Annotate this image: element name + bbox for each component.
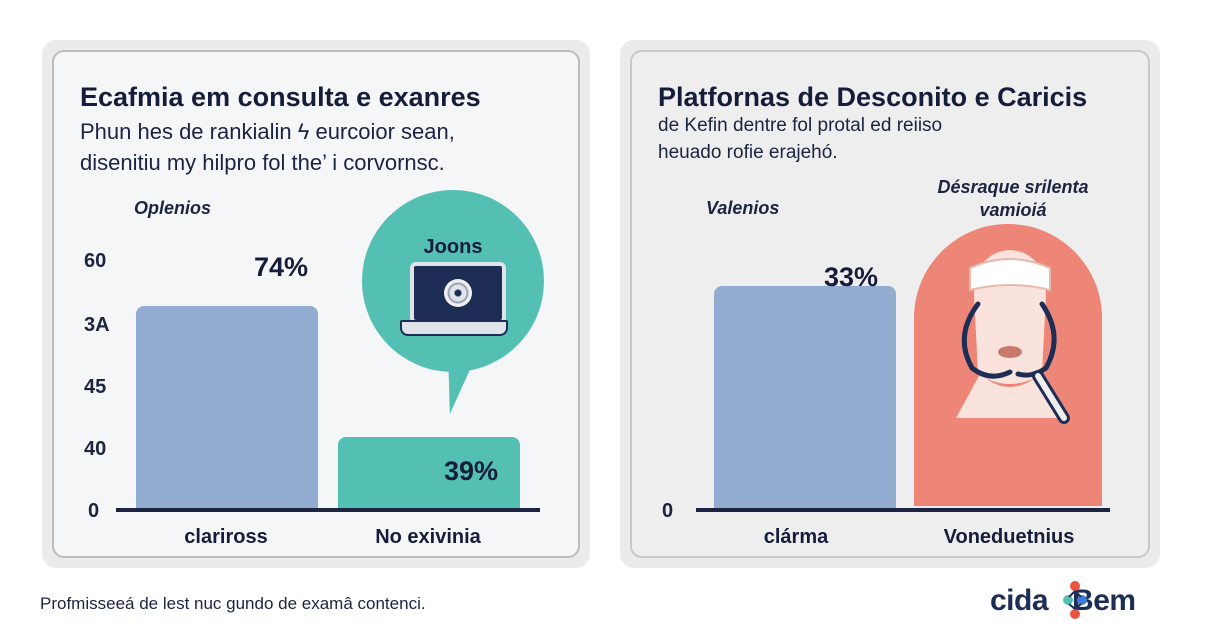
y-tick-label: 0	[662, 500, 674, 522]
category-label: clárma	[763, 526, 829, 548]
y-tick-label: 45	[84, 376, 107, 398]
y-tick-label: 40	[84, 438, 107, 460]
y-tick-label: 60	[84, 250, 107, 272]
subtitle-line: de Kefin dentre fol protal ed reiiso	[658, 115, 943, 136]
chart-subtitle: de Kefin dentre fol protal ed reiiso heu…	[658, 112, 942, 166]
bar-value-label: 33%	[824, 262, 879, 292]
chart-subtitle: Phun hes de rankialin ϟ eurcoior sean, d…	[80, 116, 455, 178]
chart-card-left-inner: Ecafmia em consulta e exanres Phun hes d…	[52, 50, 580, 558]
chart-card-right: Platfornas de Desconito e Caricis de Kef…	[620, 40, 1160, 568]
series-label: Oplenios	[134, 198, 212, 218]
highlight-label: Désraque srilenta vamioiá	[937, 177, 1089, 220]
chart-title: Platfornas de Desconito e Caricis	[658, 82, 1088, 112]
chart-card-left: Ecafmia em consulta e exanres Phun hes d…	[42, 40, 590, 568]
subtitle-line: Phun hes de rankialin ϟ eurcoior sean,	[80, 119, 455, 144]
category-label: clariross	[184, 526, 268, 548]
speech-bubble: Joons	[362, 190, 544, 372]
bar-value-label: 74%	[254, 252, 309, 282]
x-axis	[696, 508, 1110, 512]
footer-note: Profmisseeá de lest nuc gundo de examâ c…	[40, 594, 426, 613]
bar-clarma	[714, 286, 896, 508]
y-tick-label: 0	[88, 500, 100, 522]
subtitle-line: disenitiu my hilpro fol the’ i corvornsc…	[80, 150, 445, 175]
face-shield-icon	[956, 250, 1070, 424]
bar-clariross	[136, 306, 318, 508]
bubble-label: Joons	[423, 236, 483, 258]
laptop-base	[400, 320, 508, 336]
bar-value-label: 39%	[444, 456, 499, 486]
subtitle-line: heuado rofie erajehó.	[658, 142, 838, 163]
x-axis	[116, 508, 540, 512]
chart-card-right-inner: Platfornas de Desconito e Caricis de Kef…	[630, 50, 1150, 558]
bar-voneduetnius	[914, 224, 1102, 506]
y-tick-label: 3A	[84, 314, 110, 336]
category-label: No exivinia	[375, 526, 481, 548]
bar-no-exivinia	[338, 437, 520, 508]
category-label: Voneduetnius	[943, 526, 1075, 548]
disc-icon	[444, 279, 472, 307]
brand-part: cida	[990, 584, 1049, 617]
brand-mark-icon	[1063, 581, 1087, 619]
chart-title: Ecafmia em consulta e exanres	[80, 82, 481, 112]
series-label: Valenios	[706, 198, 780, 218]
laptop-icon	[410, 262, 506, 324]
